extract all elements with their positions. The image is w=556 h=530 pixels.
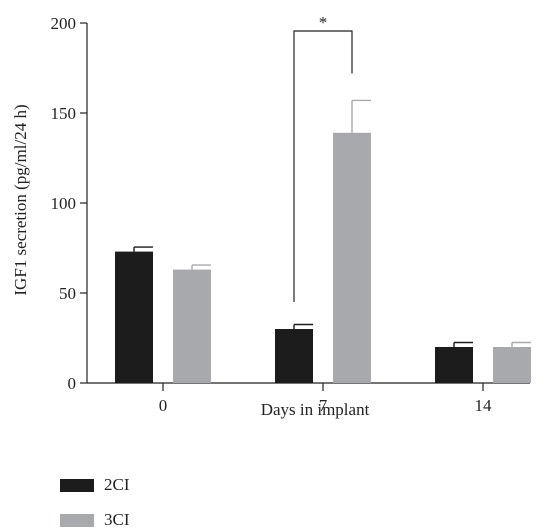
bar-3ci [173,269,211,383]
bar-3ci [333,132,371,383]
y-tick-label: 100 [51,194,77,213]
x-axis-title: Days in implant [261,400,370,419]
plot-area: 0 50 100 150 200 0 7 14 * [51,13,531,415]
legend-swatch-3ci [60,513,94,527]
legend-label-3ci: 3CI [104,510,130,529]
legend-item-2ci: 2CI [60,475,130,495]
x-tick-label: 14 [475,396,493,415]
y-axis-title: IGF1 secretion (pg/ml/24 h) [11,104,30,295]
bar-3ci [493,347,531,383]
x-tick-label: 0 [159,396,168,415]
legend-item-3ci: 3CI [60,510,130,530]
significance-bracket [293,30,353,302]
bar-2ci [115,251,153,383]
bar-2ci [435,347,473,383]
legend-label-2ci: 2CI [104,475,130,494]
y-tick-label: 150 [51,104,77,123]
y-tick-label: 50 [59,284,76,303]
y-tick-label: 0 [68,374,77,393]
y-tick-label: 200 [51,14,77,33]
legend-swatch-2ci [60,478,94,492]
significance-marker: * [319,13,328,32]
bar-2ci [275,329,313,383]
x-tick-label: 7 [319,396,328,415]
